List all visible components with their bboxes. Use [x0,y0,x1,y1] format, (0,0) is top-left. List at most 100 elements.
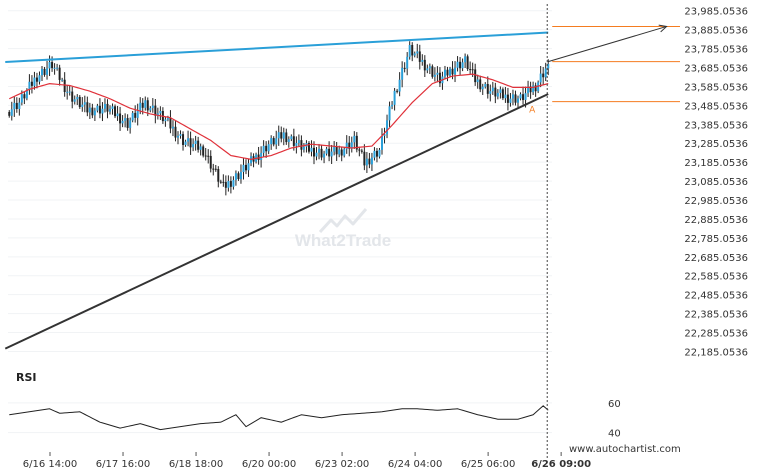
candle-body [184,141,187,145]
candle-body [245,164,247,171]
price-tick-label: 23,485.0536 [684,101,748,112]
candle-body [489,91,492,94]
candle-body [532,85,535,93]
candle-body [295,143,298,146]
candle-body [328,148,331,157]
candle-body [461,62,464,69]
candle-body [370,157,373,165]
gridlines [8,10,552,352]
rsi-title: RSI [16,371,37,384]
candle-body [272,138,275,145]
candle-body [365,158,368,166]
candle-body [265,145,268,152]
candle-body [519,94,522,99]
pattern-marker-a: A [529,105,536,115]
candle-body [428,66,431,69]
candle-body [416,51,419,54]
candle-body [534,85,537,92]
candle-body [350,142,353,149]
watermark-text: What2Trade [295,231,391,250]
candle-body [277,132,280,139]
price-tick-label: 22,885.0536 [684,215,748,226]
candle-body [91,107,94,116]
candle-body [524,93,527,100]
candle-body [471,69,474,71]
candle-body [418,51,421,62]
price-tick-label: 23,385.0536 [684,120,748,131]
price-tick-label: 23,085.0536 [684,177,748,188]
candle-body [214,168,217,170]
candle-body [529,86,532,93]
candle-body [76,96,79,100]
price-tick-label: 22,585.0536 [684,272,748,283]
time-tick-label: 6/20 00:00 [242,459,296,470]
candle-body [285,132,288,143]
candle-body [388,106,391,121]
candle-body [83,102,86,105]
watermark-logo-icon [318,208,368,234]
candle-body [51,62,54,69]
candle-body [474,69,477,83]
rsi-panel: RSI 60 40 [8,371,621,440]
candle-body [413,53,416,56]
candle-body [56,67,59,69]
candle-body [353,135,356,143]
candle-body [469,69,472,71]
candle-body [119,113,122,124]
candle-body [355,135,358,150]
candle-body [25,90,28,99]
candle-body [282,132,285,139]
candle-body [139,102,142,111]
candle-body [166,117,169,120]
candle-body [466,56,469,70]
candle-body [126,118,129,128]
candle-body [35,77,38,82]
trendlines: A [4,24,668,350]
price-levels [552,25,680,103]
candle-body [159,110,162,114]
candle-body [177,135,179,138]
moving-average [9,73,549,160]
candle-body [451,68,454,75]
candle-body [179,134,182,136]
candle-body [53,67,56,69]
candle-body [46,68,49,75]
candle-body [368,158,371,165]
price-axis: 23,985.0536 23,885.0536 23,785.0536 23,685.… [684,7,748,359]
candle-body [262,145,265,153]
candle-body [68,91,71,93]
candle-body [71,91,74,102]
candle-body [479,79,482,90]
candles [8,41,550,196]
candle-body [459,61,462,69]
candle-body [227,181,230,188]
credit-text: www.autochartist.com [569,444,681,455]
candle-body [202,146,205,156]
time-tick-label: 6/23 02:00 [315,459,369,470]
time-tick-label: 6/26 09:00 [531,459,591,470]
candle-body [501,89,504,99]
candle-body [192,144,195,148]
candle-body [63,79,66,92]
candle-body [207,155,210,157]
candle-body [544,68,547,78]
candle-body [340,149,343,156]
candle-body [423,59,426,71]
rsi-line [9,405,549,431]
candle-body [38,75,41,82]
candle-body [187,138,190,142]
candle-body [292,136,295,146]
candle-body [182,134,185,145]
candle-body [360,150,363,152]
candle-body [96,105,99,111]
price-tick-label: 23,185.0536 [684,158,748,169]
candle-body [169,117,172,129]
candle-body [373,150,376,158]
candle-body [491,87,494,92]
candle-body [396,90,399,92]
candle-body [146,100,149,111]
candle-body [313,147,315,157]
candle-body [10,109,13,116]
candle-body [484,83,487,87]
